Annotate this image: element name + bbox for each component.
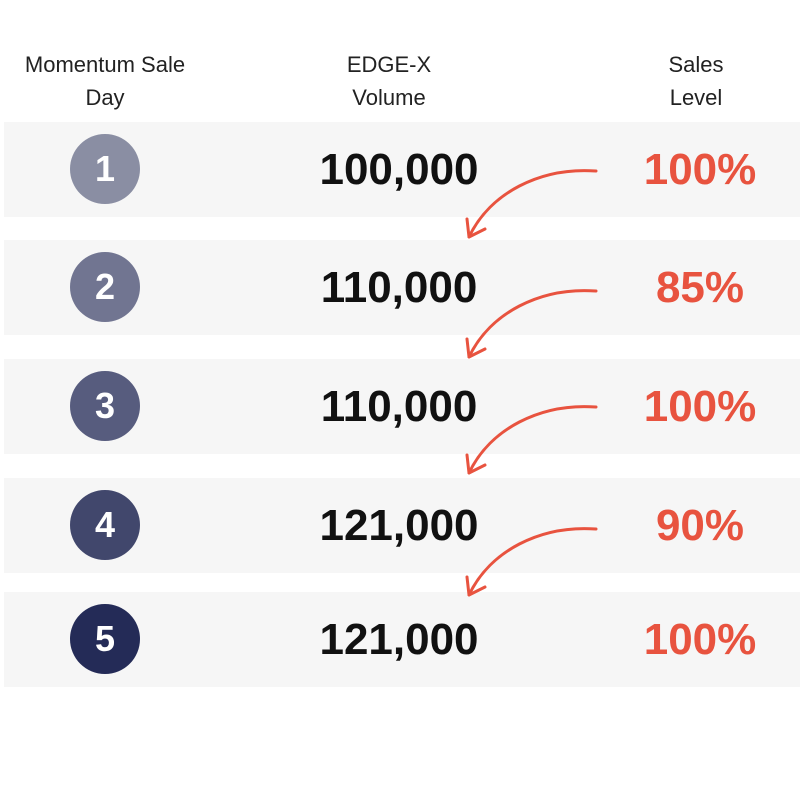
header-volume-line-2: Volume <box>352 85 426 110</box>
sales-level-value: 100% <box>643 382 757 431</box>
volume-value: 110,000 <box>320 382 478 431</box>
header-day-line-1: Momentum Sale <box>24 52 186 77</box>
volume-value: 100,000 <box>319 145 479 194</box>
volume-value: 121,000 <box>319 615 479 664</box>
sales-level-value: 85% <box>655 263 745 312</box>
header-sales-level: Sales Level <box>596 48 796 114</box>
table-row: 4 121,000 90% <box>4 478 800 573</box>
table-row: 5 121,000 100% <box>4 592 800 687</box>
header-day-line-2: Day <box>85 85 125 110</box>
day-number-badge: 1 <box>70 134 140 204</box>
sales-level-value: 100% <box>643 615 757 664</box>
day-number-badge: 4 <box>70 490 140 560</box>
header-volume-line-1: EDGE-X <box>346 52 432 77</box>
header-level-line-1: Sales <box>668 52 724 77</box>
header-momentum-sale-day: Momentum Sale Day <box>5 48 205 114</box>
volume-value: 110,000 <box>320 263 478 312</box>
table-row: 3 110,000 100% <box>4 359 800 454</box>
day-number-badge: 5 <box>70 604 140 674</box>
header-level-line-2: Level <box>669 85 723 110</box>
table-row: 2 110,000 85% <box>4 240 800 335</box>
header-edge-x-volume: EDGE-X Volume <box>289 48 489 114</box>
table-row: 1 100,000 100% <box>4 122 800 217</box>
day-number-badge: 3 <box>70 371 140 441</box>
day-number-badge: 2 <box>70 252 140 322</box>
sales-level-value: 100% <box>643 145 757 194</box>
sales-level-value: 90% <box>655 501 745 550</box>
volume-value: 121,000 <box>319 501 479 550</box>
